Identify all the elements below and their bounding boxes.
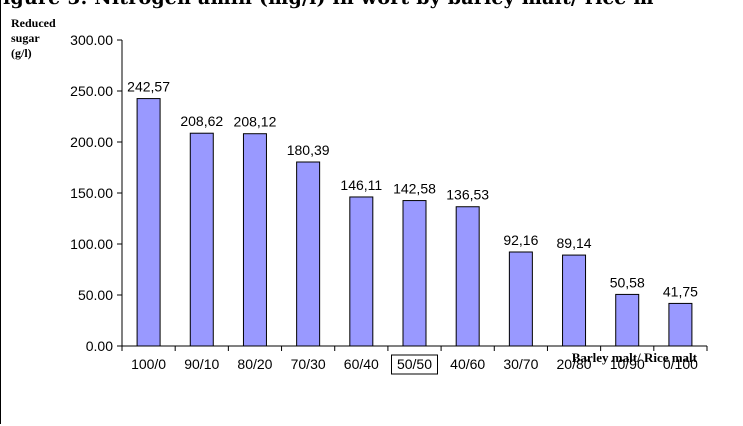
x-tick-label: 90/10 bbox=[184, 356, 219, 372]
y-tick-label: 150.00 bbox=[70, 185, 113, 201]
x-tick-label: 0/100 bbox=[663, 356, 698, 372]
bar bbox=[189, 132, 214, 347]
bar bbox=[349, 196, 374, 347]
x-tick-label: 60/40 bbox=[344, 356, 379, 372]
x-tick-label: 100/0 bbox=[131, 356, 166, 372]
data-label: 208,12 bbox=[234, 114, 277, 130]
bars bbox=[136, 98, 693, 347]
data-labels: 242,57 208,62 208,12 180,39 146,11 142,58 136,… bbox=[127, 79, 698, 300]
x-tick-labels: 100/0 90/10 80/20 70/30 60/40 50/50 40/60 30/70… bbox=[131, 354, 698, 375]
x-tick-label: 80/20 bbox=[237, 356, 272, 372]
data-label: 242,57 bbox=[127, 79, 170, 95]
y-tick-label: 100.00 bbox=[70, 236, 113, 252]
y-axis-label-line-2: sugar bbox=[11, 31, 40, 45]
y-axis-label: Reduced sugar (g/l) bbox=[11, 16, 56, 61]
y-axis-label-line-3: (g/l) bbox=[11, 46, 32, 60]
figure-title: igure 5. Nitrogen amin (mg/l) in wort by… bbox=[3, 0, 654, 9]
data-label: 180,39 bbox=[287, 142, 330, 158]
bar bbox=[402, 200, 427, 347]
y-tick-label: 50.00 bbox=[78, 287, 113, 303]
bar bbox=[615, 293, 640, 347]
data-label: 136,53 bbox=[446, 187, 489, 203]
bar bbox=[242, 133, 267, 347]
bar bbox=[136, 98, 161, 347]
x-tick-label: 40/60 bbox=[450, 356, 485, 372]
x-tick-label: 10/90 bbox=[610, 356, 645, 372]
bar bbox=[562, 254, 587, 347]
y-tick-labels: 0.00 50.00 100.00 150.00 200.00 250.00 300.00 bbox=[70, 32, 113, 354]
data-label: 142,58 bbox=[393, 181, 436, 197]
bar bbox=[668, 302, 693, 347]
y-axis-label-line-1: Reduced bbox=[11, 16, 56, 30]
y-tick-label: 300.00 bbox=[70, 32, 113, 48]
x-tick-label: 50/50 bbox=[397, 356, 432, 372]
x-tick-highlight-box bbox=[391, 354, 438, 375]
data-label: 41,75 bbox=[663, 283, 698, 299]
x-tick-label: 20/80 bbox=[557, 356, 592, 372]
y-tick-label: 0.00 bbox=[86, 338, 113, 354]
bar bbox=[455, 206, 480, 347]
x-tick-label: 70/30 bbox=[291, 356, 326, 372]
y-tick-label: 200.00 bbox=[70, 134, 113, 150]
y-tick-label: 250.00 bbox=[70, 83, 113, 99]
x-tick-label: 30/70 bbox=[503, 356, 538, 372]
data-label: 50,58 bbox=[610, 274, 645, 290]
data-label: 146,11 bbox=[340, 177, 382, 193]
data-label: 89,14 bbox=[557, 235, 592, 251]
data-label: 208,62 bbox=[180, 113, 223, 129]
data-label: 92,16 bbox=[503, 232, 538, 248]
x-axis-label: Barley malt/ Rice malt bbox=[572, 350, 698, 365]
bar bbox=[508, 251, 533, 347]
bar bbox=[296, 161, 321, 347]
